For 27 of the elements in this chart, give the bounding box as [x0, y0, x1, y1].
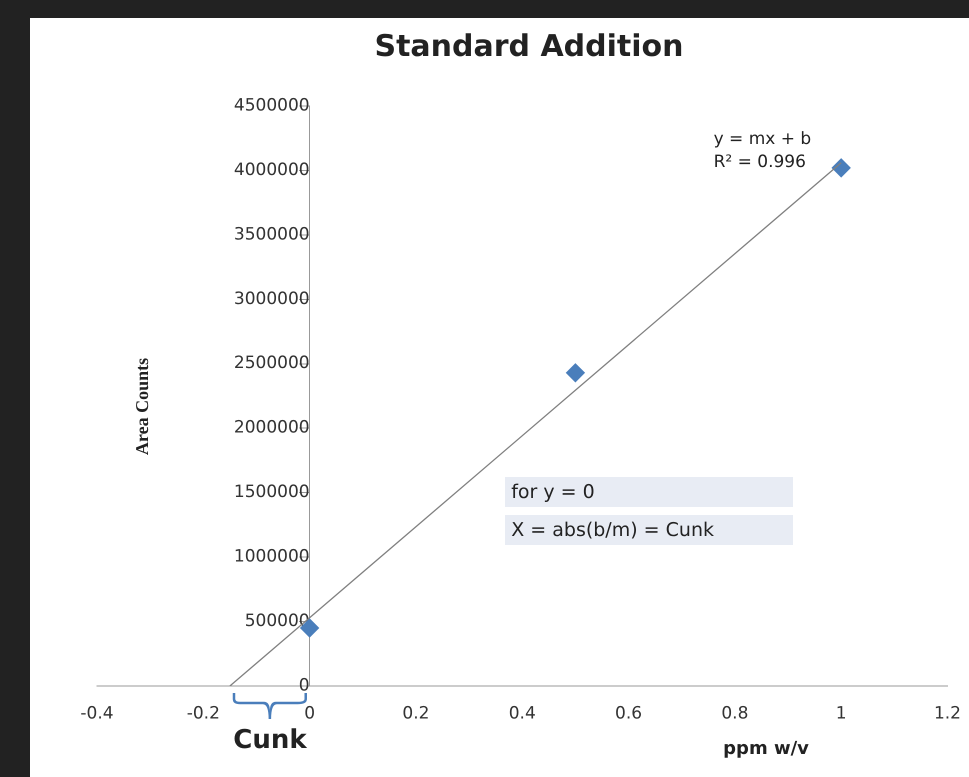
- y-tick-label: 1000000: [234, 546, 310, 567]
- point: [566, 363, 585, 382]
- annotation: R² = 0.996: [714, 152, 806, 172]
- text-box: X = abs(b/m) = Cunk: [505, 514, 794, 545]
- y-tick-label: 3500000: [234, 224, 310, 244]
- x-tick-label: 1.2: [934, 704, 962, 724]
- x-tick-label: 0.4: [508, 704, 536, 724]
- y-tick-label: 4500000: [234, 95, 310, 116]
- y-axis-title: Area Counts: [132, 357, 153, 455]
- text: Cunk: [233, 725, 307, 755]
- annotation: y = mx + b: [714, 129, 812, 150]
- y-tick-label: 2500000: [234, 353, 310, 374]
- x-tick-label: 0.6: [615, 704, 642, 724]
- x-tick-label: 1: [836, 704, 847, 724]
- x-tick-label: 0.2: [402, 704, 430, 724]
- point: [832, 158, 851, 178]
- x-tick-label: -0.4: [80, 704, 114, 724]
- y-tick-label: 2000000: [234, 418, 310, 438]
- y-tick-label: 0: [298, 675, 310, 696]
- x-tick-label: -0.2: [186, 704, 220, 724]
- chart-title: Standard Addition: [374, 28, 684, 64]
- x-tick-label: 0.8: [721, 704, 748, 724]
- y-tick-label: 1500000: [234, 482, 310, 502]
- text-box: for y = 0: [505, 477, 794, 508]
- x-axis-title: ppm w/v: [723, 738, 809, 759]
- y-tick-label: 3000000: [234, 288, 310, 309]
- y-tick-label: 4000000: [234, 160, 310, 180]
